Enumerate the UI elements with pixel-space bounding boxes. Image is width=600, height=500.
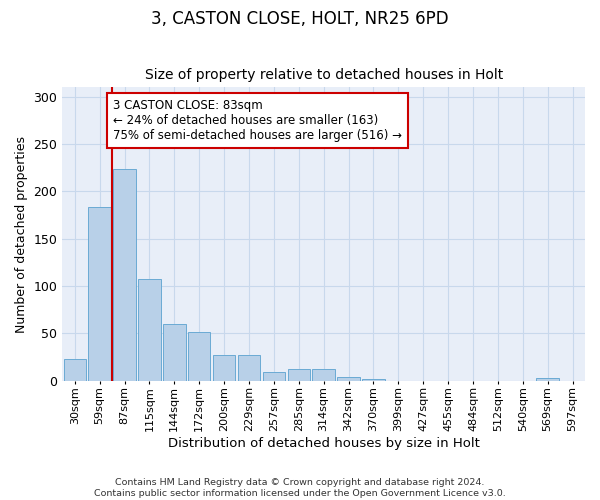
Bar	[238, 355, 260, 381]
Bar	[362, 379, 385, 381]
Y-axis label: Number of detached properties: Number of detached properties	[15, 136, 28, 332]
Title: Size of property relative to detached houses in Holt: Size of property relative to detached ho…	[145, 68, 503, 82]
Bar	[337, 377, 360, 381]
Bar	[163, 324, 185, 381]
Bar	[64, 359, 86, 381]
Bar	[263, 372, 285, 381]
Bar	[188, 332, 211, 381]
Bar	[113, 168, 136, 381]
Bar	[138, 280, 161, 381]
Bar	[213, 355, 235, 381]
Bar	[88, 206, 111, 381]
Text: 3 CASTON CLOSE: 83sqm
← 24% of detached houses are smaller (163)
75% of semi-det: 3 CASTON CLOSE: 83sqm ← 24% of detached …	[113, 98, 403, 142]
X-axis label: Distribution of detached houses by size in Holt: Distribution of detached houses by size …	[168, 437, 479, 450]
Bar	[536, 378, 559, 381]
Bar	[313, 370, 335, 381]
Text: 3, CASTON CLOSE, HOLT, NR25 6PD: 3, CASTON CLOSE, HOLT, NR25 6PD	[151, 10, 449, 28]
Text: Contains HM Land Registry data © Crown copyright and database right 2024.
Contai: Contains HM Land Registry data © Crown c…	[94, 478, 506, 498]
Bar	[287, 370, 310, 381]
